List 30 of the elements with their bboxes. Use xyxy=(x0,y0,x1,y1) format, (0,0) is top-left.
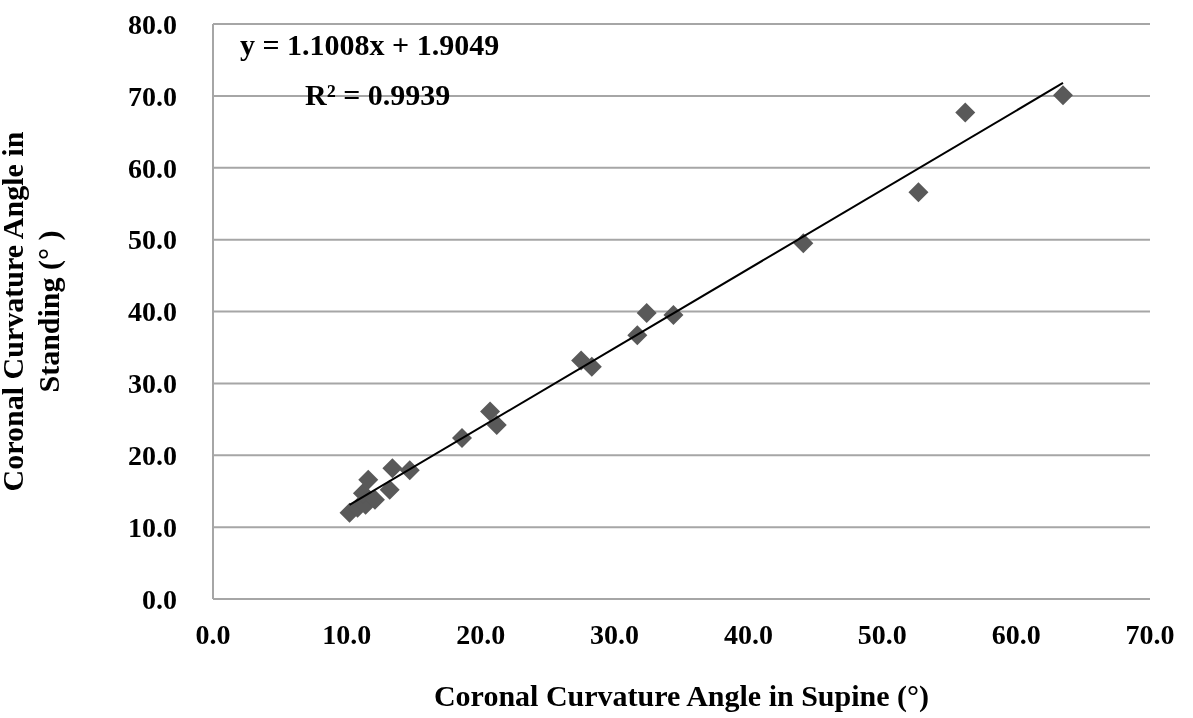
point xyxy=(955,102,976,123)
y-axis-title: Coronal Curvature Angle in Standing (° ) xyxy=(0,131,66,492)
x-axis-title: Coronal Curvature Angle in Supine (°) xyxy=(433,679,930,713)
y-tick-label: 20.0 xyxy=(128,440,177,472)
y-tick-label: 0.0 xyxy=(142,583,177,615)
annotation: R² = 0.9939 xyxy=(305,78,451,111)
point xyxy=(908,182,929,203)
y-tick-label: 80.0 xyxy=(128,8,177,40)
y-tick-label: 40.0 xyxy=(128,296,177,328)
x-tick-label: 0.0 xyxy=(195,619,231,650)
y-tick-label: 30.0 xyxy=(128,368,177,400)
y-tick-label: 60.0 xyxy=(128,152,177,184)
point xyxy=(382,458,403,479)
x-tick-label: 60.0 xyxy=(991,619,1041,650)
x-tick-label: 10.0 xyxy=(322,619,372,650)
point xyxy=(379,479,400,500)
y-tick-label: 70.0 xyxy=(128,80,177,112)
point xyxy=(358,469,379,490)
x-tick-label: 30.0 xyxy=(590,619,640,650)
point xyxy=(1052,85,1073,106)
y-tick-label: 10.0 xyxy=(128,511,177,543)
annotation: y = 1.1008x + 1.9049 xyxy=(240,28,500,61)
point xyxy=(480,401,501,422)
x-tick-label: 40.0 xyxy=(723,619,773,650)
x-tick-label: 50.0 xyxy=(857,619,907,650)
point xyxy=(486,415,507,436)
x-tick-label: 70.0 xyxy=(1125,619,1175,650)
point xyxy=(636,302,657,323)
y-tick-label: 50.0 xyxy=(128,224,177,256)
x-tick-label: 20.0 xyxy=(456,619,506,650)
